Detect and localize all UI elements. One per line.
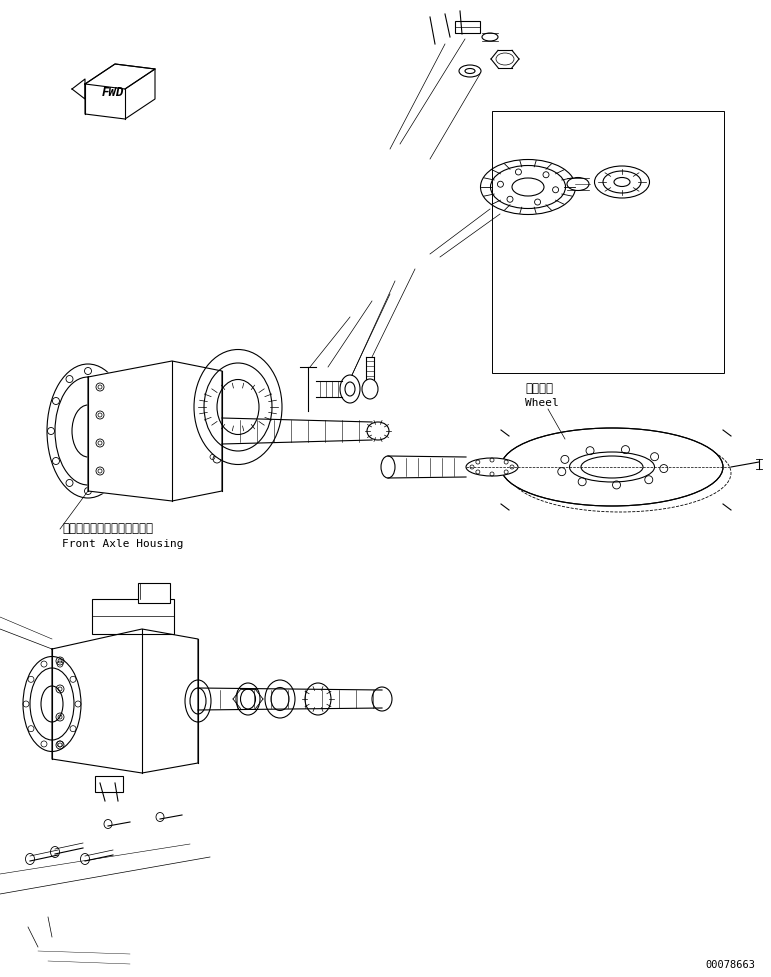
Polygon shape (52, 629, 198, 773)
Ellipse shape (367, 423, 389, 441)
Ellipse shape (47, 364, 129, 498)
Ellipse shape (236, 683, 260, 715)
Ellipse shape (482, 34, 498, 42)
Ellipse shape (509, 435, 731, 513)
Ellipse shape (23, 657, 81, 751)
Text: Front Axle Housing: Front Axle Housing (62, 538, 183, 548)
Polygon shape (88, 361, 222, 501)
Ellipse shape (362, 380, 378, 400)
Polygon shape (85, 64, 155, 120)
Text: フロントアクスルハウジング: フロントアクスルハウジング (62, 522, 153, 534)
Text: 00078663: 00078663 (705, 959, 755, 969)
Bar (455, 21, 480, 34)
Ellipse shape (340, 375, 360, 404)
Ellipse shape (372, 687, 392, 711)
Bar (92, 599, 174, 634)
Ellipse shape (305, 683, 331, 715)
Text: ホイール: ホイール (525, 382, 553, 395)
Ellipse shape (466, 458, 518, 477)
Ellipse shape (594, 167, 649, 198)
Ellipse shape (194, 350, 282, 465)
Ellipse shape (567, 179, 589, 191)
Bar (492, 112, 724, 373)
Ellipse shape (459, 65, 481, 78)
Text: Wheel: Wheel (525, 398, 559, 407)
Ellipse shape (480, 160, 575, 215)
Text: FWD: FWD (102, 85, 124, 99)
Ellipse shape (501, 429, 723, 506)
Bar (138, 583, 170, 604)
Bar (95, 776, 123, 792)
Ellipse shape (265, 680, 295, 718)
Ellipse shape (381, 456, 395, 479)
